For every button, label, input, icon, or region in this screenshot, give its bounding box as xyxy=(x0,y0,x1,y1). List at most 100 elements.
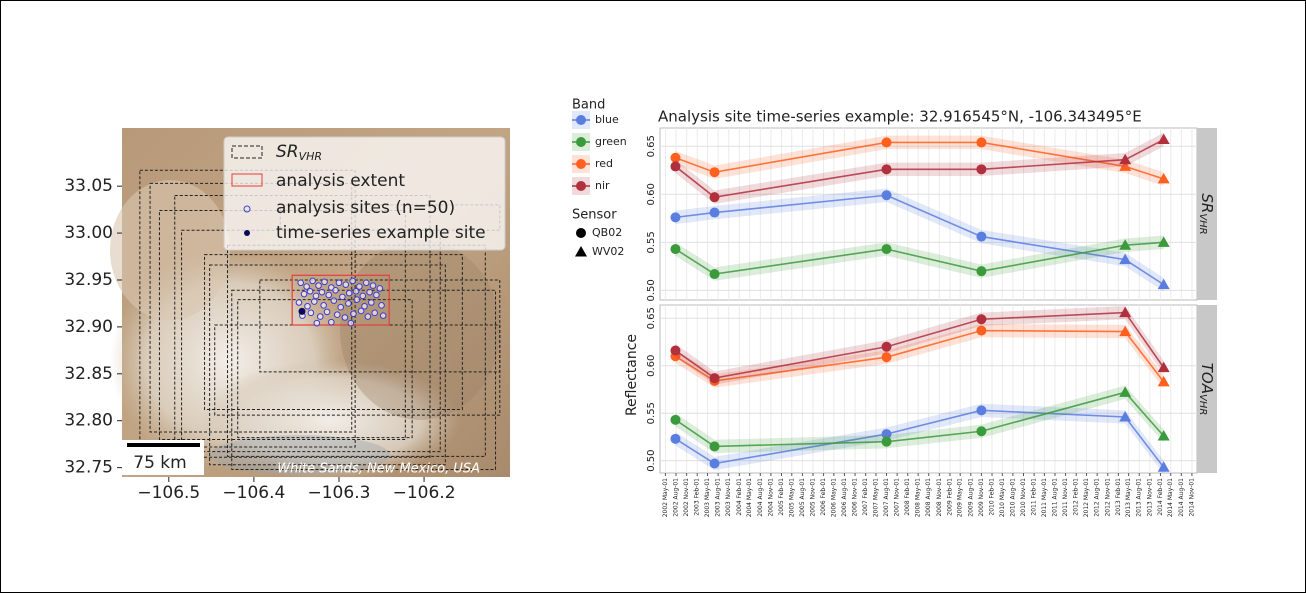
x-tick-label: 2003 Nov-01 xyxy=(725,478,732,517)
site xyxy=(342,315,348,321)
marker xyxy=(710,269,720,279)
site xyxy=(379,303,385,309)
page: SRVHR analysis extent analysis sites (n=… xyxy=(0,0,1306,593)
x-tick-label: 2002 May-01 xyxy=(662,478,669,517)
site xyxy=(298,280,304,286)
x-tick-label: 2008 Nov-01 xyxy=(936,478,943,517)
marker xyxy=(710,441,720,451)
marker xyxy=(976,137,986,147)
site xyxy=(324,309,330,315)
site xyxy=(329,319,335,325)
x-tick-label: 2009 Feb-01 xyxy=(946,478,953,516)
marker xyxy=(976,426,986,436)
y-tick-label: 0.55 xyxy=(646,402,657,424)
marker xyxy=(710,167,720,177)
site xyxy=(340,294,346,300)
x-tick-label: 2013 Feb-01 xyxy=(1115,478,1122,516)
y-tick-label: 0.50 xyxy=(646,450,657,472)
x-tick-label: 2012 Nov-01 xyxy=(1104,478,1111,517)
facet-label-main: TOA xyxy=(1199,363,1217,394)
site xyxy=(360,293,366,299)
x-tick-label: 2011 Feb-01 xyxy=(1031,478,1038,516)
marker xyxy=(976,266,986,276)
x-tick-label: 2009 Nov-01 xyxy=(978,478,985,517)
x-tick-label: 2008 Feb-01 xyxy=(904,478,911,516)
site xyxy=(322,279,328,285)
figure: SRVHR analysis extent analysis sites (n=… xyxy=(0,0,1306,593)
site xyxy=(351,311,357,317)
marker xyxy=(882,342,892,352)
site xyxy=(296,300,302,306)
marker xyxy=(670,161,680,171)
x-tick-label: 2011 May-01 xyxy=(1041,478,1048,517)
site xyxy=(346,301,352,307)
y-tick-label: 0.60 xyxy=(646,355,657,377)
x-tick-label: 2003 Feb-01 xyxy=(694,478,701,516)
legend-title: Sensor xyxy=(572,208,617,223)
x-tick-label: 2012 May-01 xyxy=(1083,478,1090,517)
legend-label: blue xyxy=(595,113,619,126)
legend-label: nir xyxy=(595,179,610,192)
x-tick-label: 2007 Feb-01 xyxy=(862,478,869,516)
x-tick-label: 2007 Aug-01 xyxy=(883,478,890,517)
x-tick-label: 2011 Nov-01 xyxy=(1062,478,1069,517)
x-tick-label: 2002 Nov-01 xyxy=(683,478,690,517)
facet-label-sub: VHR xyxy=(1197,213,1208,234)
legend-label: QB02 xyxy=(592,226,622,239)
site xyxy=(365,314,371,320)
x-tick-label: −106.3 xyxy=(308,483,371,503)
legend-key xyxy=(576,228,586,238)
x-tick-label: 2014 May-01 xyxy=(1167,478,1174,517)
marker xyxy=(882,437,892,447)
x-tick-label: 2012 Aug-01 xyxy=(1094,478,1101,517)
site xyxy=(310,278,316,284)
site xyxy=(338,304,344,310)
x-tick-label: 2003 Aug-01 xyxy=(715,478,722,517)
marker xyxy=(976,405,986,415)
site xyxy=(372,310,378,316)
x-tick-label: 2003 May-01 xyxy=(704,478,711,517)
x-tick-label: 2014 Aug-01 xyxy=(1178,478,1185,517)
x-tick-label: 2009 Aug-01 xyxy=(967,478,974,517)
y-tick-label: 0.60 xyxy=(646,183,657,205)
x-tick-label: 2010 Aug-01 xyxy=(1009,478,1016,517)
legend-key xyxy=(576,115,586,125)
site xyxy=(333,288,339,294)
site xyxy=(346,290,352,296)
x-tick-label: 2008 May-01 xyxy=(915,478,922,517)
y-tick-label: 32.95 xyxy=(64,270,113,290)
legend-key xyxy=(576,137,586,147)
site xyxy=(343,282,349,288)
x-tick-label: 2004 Nov-01 xyxy=(767,478,774,517)
x-tick-label: −106.5 xyxy=(137,483,200,503)
site xyxy=(313,293,319,299)
x-tick-label: 2007 Nov-01 xyxy=(894,478,901,517)
site xyxy=(350,278,356,284)
chart-title: Analysis site time-series example: 32.91… xyxy=(658,108,1142,126)
x-tick-label: 2010 Nov-01 xyxy=(1020,478,1027,517)
site xyxy=(307,288,313,294)
x-tick-label: 2014 Feb-01 xyxy=(1157,478,1164,516)
x-tick-label: 2012 Feb-01 xyxy=(1073,478,1080,516)
marker xyxy=(670,212,680,222)
marker xyxy=(976,164,986,174)
marker xyxy=(976,326,986,336)
legend-key xyxy=(576,159,586,169)
x-tick-label: 2013 May-01 xyxy=(1125,478,1132,517)
legend-key xyxy=(576,181,586,191)
x-tick-label: 2008 Aug-01 xyxy=(925,478,932,517)
site xyxy=(308,310,314,316)
site xyxy=(314,320,320,326)
x-tick-label: 2005 Aug-01 xyxy=(799,478,806,517)
y-tick-label: 32.85 xyxy=(64,364,113,384)
marker xyxy=(710,459,720,469)
x-tick-label: 2006 Aug-01 xyxy=(841,478,848,517)
y-axis-label: Reflectance xyxy=(624,334,640,416)
x-tick-label: 2013 Nov-01 xyxy=(1146,478,1153,517)
legend-title: Band xyxy=(572,98,605,113)
legend-label: time-series example site xyxy=(276,223,486,243)
x-tick-label: −106.4 xyxy=(222,483,285,503)
site xyxy=(370,283,376,289)
site xyxy=(348,320,354,326)
site xyxy=(380,313,386,319)
